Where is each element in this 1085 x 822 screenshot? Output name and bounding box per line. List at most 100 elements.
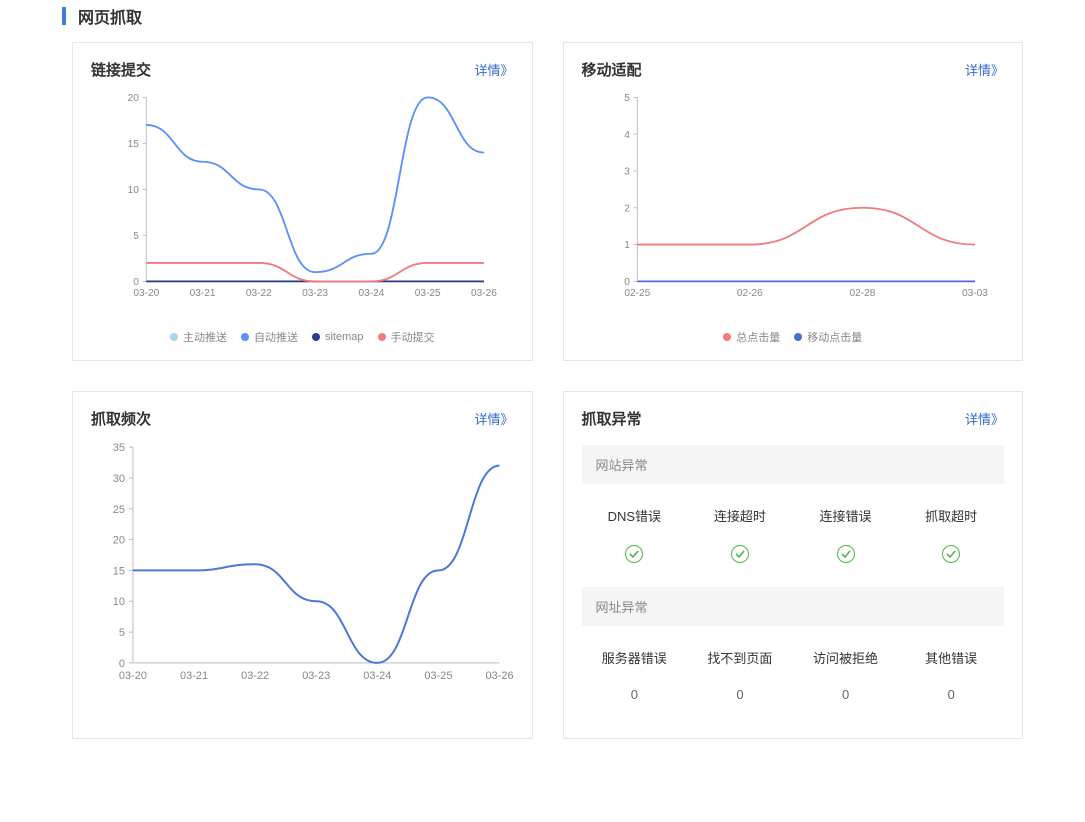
svg-text:25: 25	[113, 504, 125, 516]
svg-text:20: 20	[113, 535, 125, 547]
svg-text:03-23: 03-23	[302, 670, 330, 682]
svg-text:03-21: 03-21	[190, 288, 216, 299]
svg-text:35: 35	[113, 442, 125, 454]
check-circle-icon	[625, 545, 643, 563]
site-error-header: 网站异常	[582, 445, 1005, 484]
svg-text:02-26: 02-26	[736, 288, 762, 299]
svg-text:03-24: 03-24	[358, 288, 384, 299]
url-error-values: 0 0 0 0	[582, 681, 1005, 718]
svg-text:03-25: 03-25	[424, 670, 452, 682]
legend-dot-icon	[312, 333, 320, 341]
chart-legend: 主动推送 自动推送 sitemap 手动提交	[91, 329, 514, 345]
legend-item: 手动提交	[378, 329, 435, 345]
err-value: 0	[687, 681, 793, 718]
legend-dot-icon	[170, 333, 178, 341]
section-title: 网页抓取	[78, 4, 142, 28]
svg-text:4: 4	[624, 130, 630, 141]
svg-text:15: 15	[113, 565, 125, 577]
check-circle-icon	[837, 545, 855, 563]
detail-link[interactable]: 详情》	[965, 60, 1004, 79]
chart-legend: 总点击量 移动点击量	[582, 329, 1005, 345]
chart-link-submit: 0510152003-2003-2103-2203-2303-2403-2503…	[91, 90, 514, 340]
svg-text:03-20: 03-20	[119, 670, 147, 682]
svg-text:1: 1	[624, 240, 630, 251]
section-accent-bar	[62, 7, 66, 25]
card-title: 抓取频次	[91, 408, 151, 429]
cards-grid: 链接提交 详情》 0510152003-2003-2103-2203-2303-…	[0, 42, 1085, 769]
err-status	[687, 539, 793, 579]
card-title: 链接提交	[91, 59, 151, 80]
err-value: 0	[582, 681, 688, 718]
svg-text:10: 10	[128, 185, 140, 196]
svg-text:2: 2	[624, 203, 630, 214]
err-label: 其他错误	[898, 626, 1004, 681]
detail-link[interactable]: 详情》	[965, 409, 1004, 428]
svg-text:03-22: 03-22	[241, 670, 269, 682]
card-crawl-err: 抓取异常 详情》 网站异常 DNS错误 连接超时 连接错误 抓取超时 网址异常 …	[563, 391, 1024, 739]
legend-item: 自动推送	[241, 329, 298, 345]
err-value: 0	[793, 681, 899, 718]
err-label: 找不到页面	[687, 626, 793, 681]
legend-dot-icon	[794, 333, 802, 341]
card-title: 移动适配	[582, 59, 642, 80]
err-label: 抓取超时	[898, 484, 1004, 539]
legend-dot-icon	[378, 333, 386, 341]
legend-label: 主动推送	[183, 329, 227, 345]
legend-item: 移动点击量	[794, 329, 862, 345]
legend-item: sitemap	[312, 329, 364, 345]
svg-text:5: 5	[133, 231, 139, 242]
svg-text:0: 0	[624, 277, 630, 288]
detail-link[interactable]: 详情》	[474, 60, 513, 79]
legend-label: 移动点击量	[807, 329, 862, 345]
card-crawl-freq: 抓取频次 详情》 0 5 10 15 20 25 30 35 03-20 03-21 03-22 03…	[72, 391, 533, 739]
err-label: 连接超时	[687, 484, 793, 539]
chart-mobile-adapt: 01234502-2502-2602-2803-03总点击量移动点击量	[582, 90, 1005, 340]
svg-text:03-03: 03-03	[962, 288, 988, 299]
detail-link[interactable]: 详情》	[474, 409, 513, 428]
svg-text:10: 10	[113, 596, 125, 608]
svg-text:5: 5	[119, 627, 125, 639]
svg-text:03-25: 03-25	[415, 288, 441, 299]
site-error-values	[582, 539, 1005, 579]
check-circle-icon	[942, 545, 960, 563]
svg-text:3: 3	[624, 167, 630, 178]
svg-text:5: 5	[624, 93, 630, 104]
svg-text:0: 0	[119, 658, 125, 670]
err-label: 连接错误	[793, 484, 899, 539]
url-error-labels: 服务器错误 找不到页面 访问被拒绝 其他错误	[582, 626, 1005, 681]
err-label: DNS错误	[582, 484, 688, 539]
err-status	[898, 539, 1004, 579]
err-status	[582, 539, 688, 579]
err-label: 服务器错误	[582, 626, 688, 681]
svg-text:30: 30	[113, 473, 125, 485]
svg-text:15: 15	[128, 139, 140, 150]
card-mobile-adapt: 移动适配 详情》 0 1 2 3 4 5 02-25 02-26 02-28 03-03 总点击量 移…	[563, 42, 1024, 361]
svg-text:03-24: 03-24	[363, 670, 391, 682]
legend-label: 总点击量	[736, 329, 780, 345]
svg-text:03-26: 03-26	[471, 288, 497, 299]
legend-dot-icon	[241, 333, 249, 341]
legend-label: 手动提交	[391, 329, 435, 345]
err-value: 0	[898, 681, 1004, 718]
card-link-submit: 链接提交 详情》 0510152003-2003-2103-2203-2303-…	[72, 42, 533, 361]
check-circle-icon	[731, 545, 749, 563]
section-header: 网页抓取	[0, 0, 1085, 42]
svg-text:02-28: 02-28	[849, 288, 875, 299]
legend-dot-icon	[723, 333, 731, 341]
svg-text:03-21: 03-21	[180, 670, 208, 682]
legend-item: 总点击量	[723, 329, 780, 345]
legend-label: 自动推送	[254, 329, 298, 345]
chart-crawl-freq: 0 5 10 15 20 25 30 35 03-20 03-21 03-22 03-23 03-24 0…	[91, 439, 514, 689]
url-error-header: 网址异常	[582, 587, 1005, 626]
legend-item: 主动推送	[170, 329, 227, 345]
svg-text:03-26: 03-26	[485, 670, 513, 682]
err-status	[793, 539, 899, 579]
svg-text:03-23: 03-23	[302, 288, 328, 299]
svg-text:03-20: 03-20	[133, 288, 159, 299]
card-title: 抓取异常	[582, 408, 642, 429]
svg-text:20: 20	[128, 93, 140, 104]
err-label: 访问被拒绝	[793, 626, 899, 681]
svg-text:03-22: 03-22	[246, 288, 272, 299]
site-error-labels: DNS错误 连接超时 连接错误 抓取超时	[582, 484, 1005, 539]
svg-text:02-25: 02-25	[624, 288, 650, 299]
